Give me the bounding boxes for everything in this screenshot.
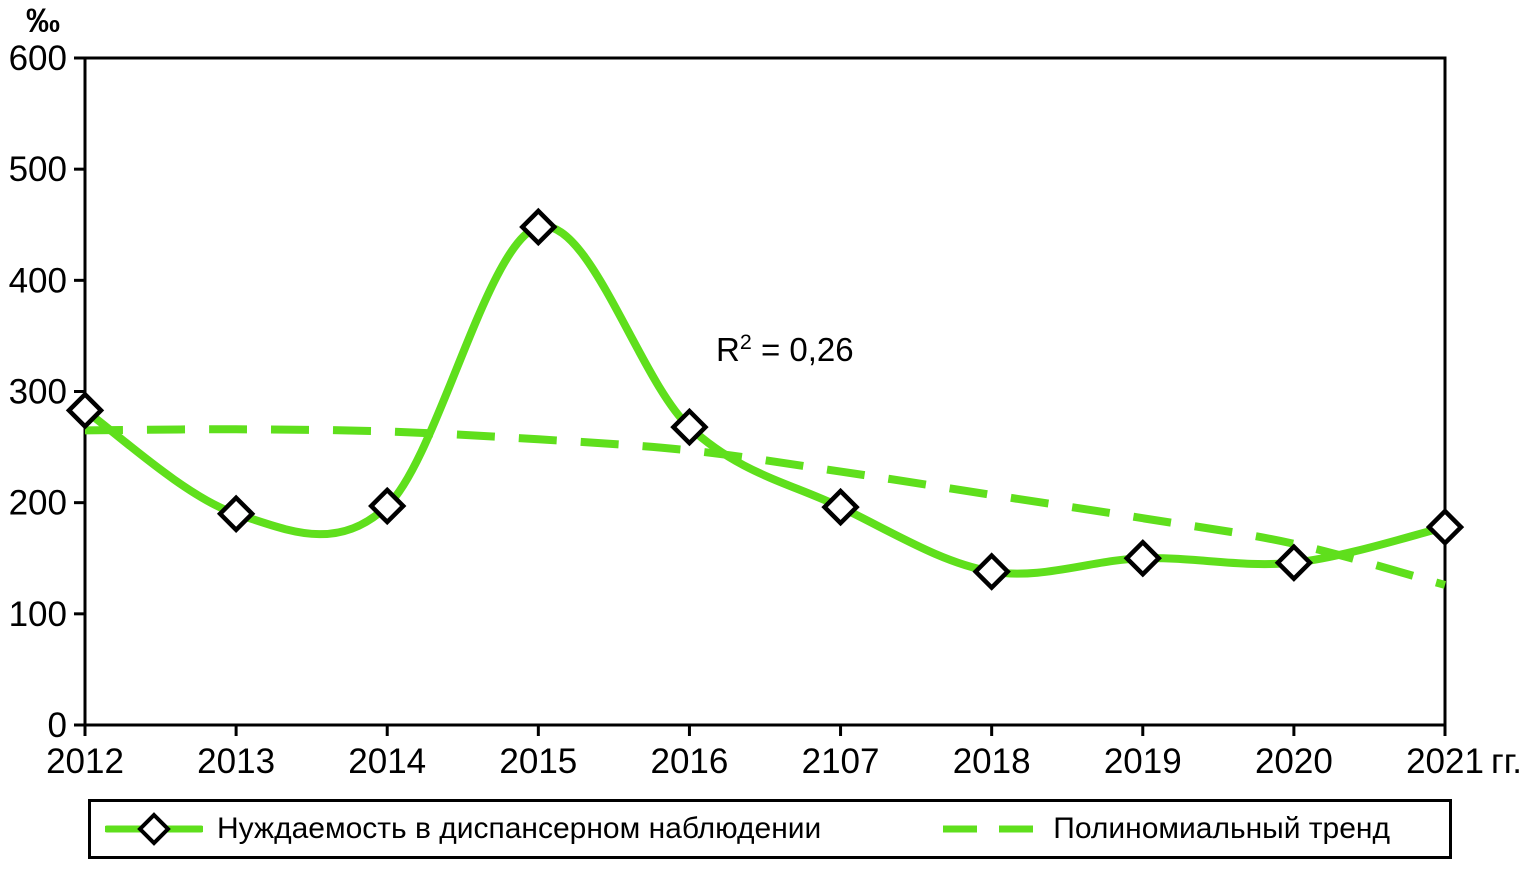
svg-text:500: 500 xyxy=(9,150,67,189)
legend-label-trend: Полиномиальный тренд xyxy=(1053,812,1390,845)
svg-text:600: 600 xyxy=(9,39,67,78)
svg-text:0: 0 xyxy=(48,706,67,745)
r-squared-base: R xyxy=(716,331,740,368)
svg-text:2021: 2021 xyxy=(1406,742,1484,781)
svg-text:2019: 2019 xyxy=(1104,742,1182,781)
dashed-line-icon xyxy=(943,825,1038,833)
r-squared-annotation: R2 = 0,26 xyxy=(716,330,854,369)
svg-text:2015: 2015 xyxy=(499,742,577,781)
svg-text:2014: 2014 xyxy=(348,742,426,781)
svg-text:400: 400 xyxy=(9,261,67,300)
svg-text:2016: 2016 xyxy=(651,742,729,781)
y-axis-unit-label: ‰ xyxy=(26,2,60,40)
svg-text:200: 200 xyxy=(9,484,67,523)
solid-line-diamond-marker-icon xyxy=(105,812,203,846)
legend-item-observation: Нуждаемость в диспансерном наблюдении xyxy=(105,809,821,849)
legend-label-observation: Нуждаемость в диспансерном наблюдении xyxy=(217,812,822,845)
svg-text:гг.: гг. xyxy=(1491,742,1522,781)
r-squared-value: = 0,26 xyxy=(751,331,854,368)
svg-text:2107: 2107 xyxy=(802,742,880,781)
svg-text:2012: 2012 xyxy=(46,742,124,781)
svg-text:300: 300 xyxy=(9,373,67,412)
svg-text:2020: 2020 xyxy=(1255,742,1333,781)
legend-item-trend: Полиномиальный тренд xyxy=(941,809,1390,849)
r-squared-exponent: 2 xyxy=(739,330,752,354)
legend: Нуждаемость в диспансерном наблюдении По… xyxy=(88,799,1452,859)
svg-text:100: 100 xyxy=(9,595,67,634)
svg-text:2013: 2013 xyxy=(197,742,275,781)
svg-text:2018: 2018 xyxy=(953,742,1031,781)
